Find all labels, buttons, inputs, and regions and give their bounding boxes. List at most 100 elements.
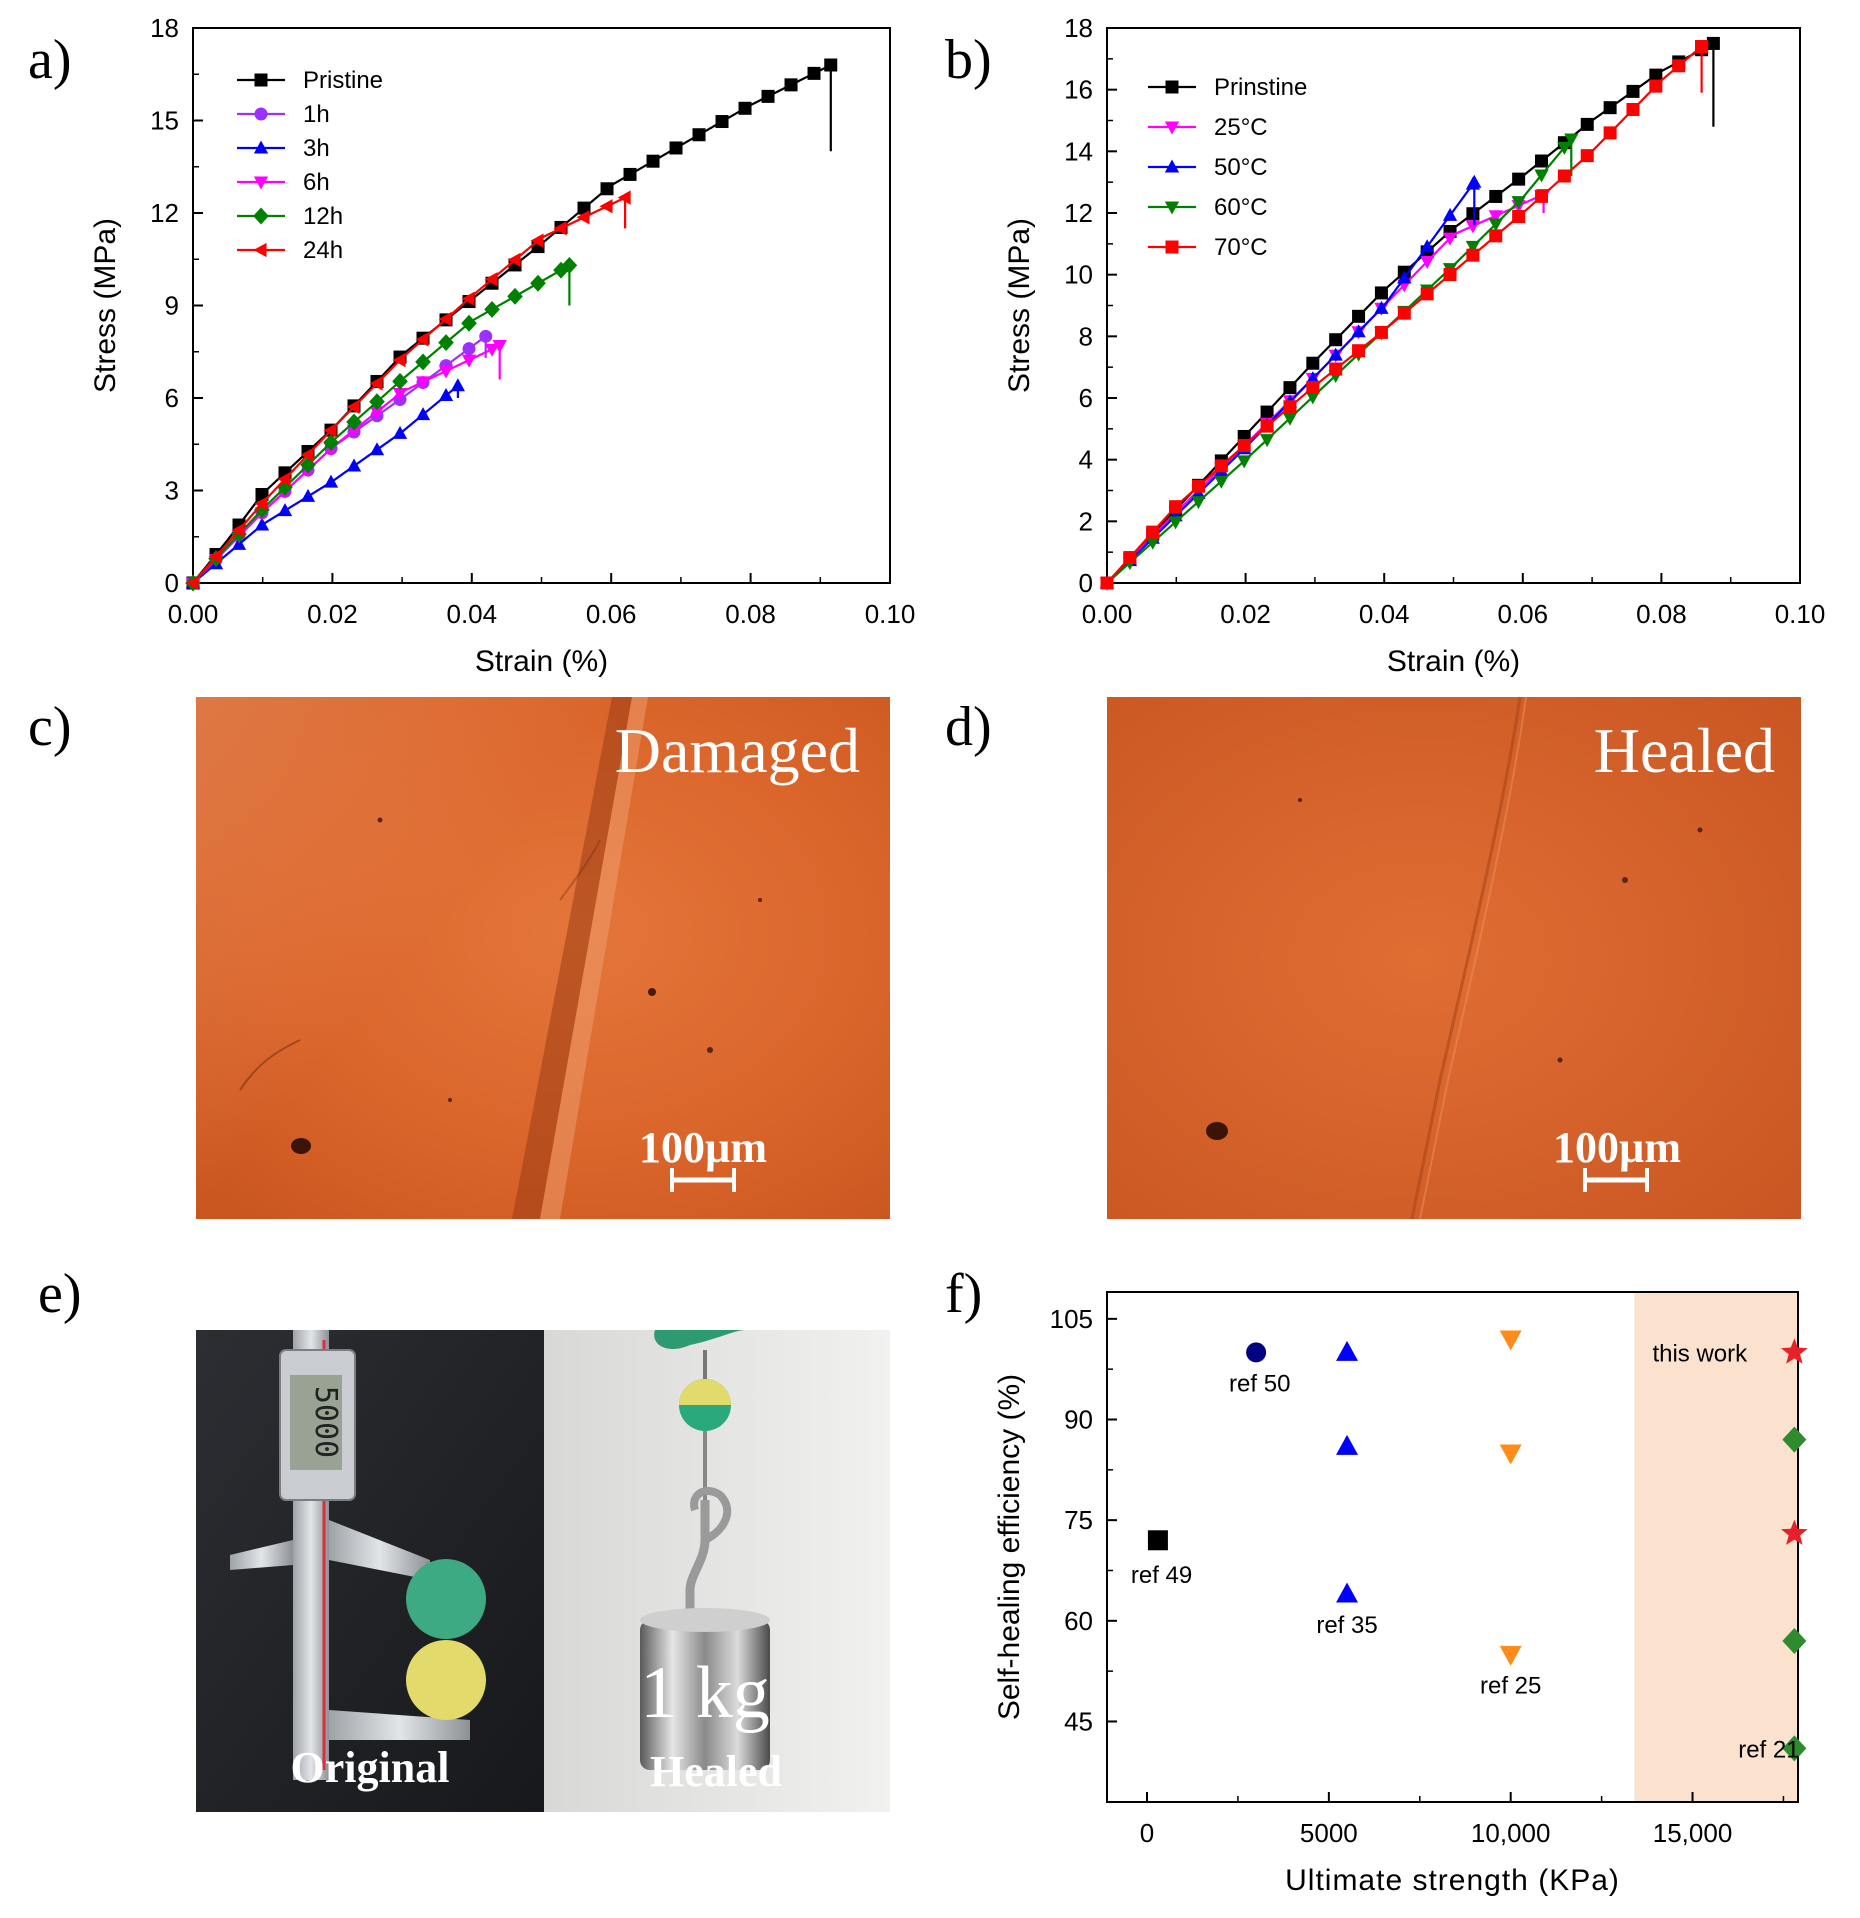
data-point bbox=[369, 442, 385, 456]
data-point bbox=[1420, 256, 1435, 270]
plot-frame bbox=[1106, 1291, 1799, 1803]
sample-disc-green bbox=[406, 1559, 486, 1639]
particle bbox=[377, 817, 383, 823]
x-tick-label: 0.02 bbox=[307, 599, 358, 629]
data-point bbox=[1283, 381, 1297, 395]
caliper-jaw-upper bbox=[329, 1520, 430, 1580]
x-tick-label: 10,000 bbox=[1471, 1818, 1551, 1848]
legend-marker bbox=[254, 73, 268, 87]
data-point bbox=[1352, 309, 1366, 323]
scale-bar-label: 100µm bbox=[1553, 1123, 1681, 1172]
data-point bbox=[1465, 240, 1481, 254]
sample-disc-yellow bbox=[406, 1640, 486, 1720]
data-point bbox=[479, 329, 493, 343]
healed-disc-upper-half bbox=[679, 1379, 731, 1405]
data-point bbox=[346, 413, 362, 431]
data-point bbox=[1214, 459, 1228, 473]
data-point bbox=[646, 154, 660, 168]
y-axis-label: Self-healing efficiency (%) bbox=[993, 1374, 1026, 1720]
weight-body bbox=[640, 1620, 770, 1770]
micrograph-healed: Healed 100µm bbox=[1107, 696, 1801, 1220]
panel-label-b: b) bbox=[945, 29, 992, 91]
data-point bbox=[1306, 356, 1320, 370]
scatter-point bbox=[1782, 1426, 1807, 1453]
data-point bbox=[553, 221, 567, 236]
data-point bbox=[438, 311, 452, 327]
data-point bbox=[1329, 362, 1343, 376]
healed-crack-line bbox=[1410, 696, 1522, 1220]
data-point bbox=[1580, 117, 1594, 131]
panel-label-d: d) bbox=[945, 696, 992, 758]
data-point bbox=[462, 342, 476, 356]
data-point bbox=[300, 447, 314, 462]
legend-marker bbox=[253, 176, 269, 190]
scatter-point bbox=[1781, 1519, 1808, 1545]
scatter-point bbox=[1336, 1340, 1359, 1361]
data-point bbox=[1649, 68, 1663, 82]
data-point bbox=[1557, 169, 1571, 183]
data-point bbox=[438, 388, 454, 402]
data-point bbox=[669, 141, 683, 155]
series-line bbox=[192, 63, 832, 584]
data-point bbox=[530, 233, 544, 248]
annotation-ref: ref 25 bbox=[1480, 1673, 1541, 1700]
y-tick-label: 16 bbox=[1064, 75, 1093, 105]
data-point bbox=[1512, 210, 1526, 224]
data-point bbox=[392, 352, 406, 368]
data-point bbox=[1328, 347, 1343, 361]
data-point bbox=[1260, 419, 1274, 433]
scale-bar bbox=[670, 1168, 736, 1192]
data-point bbox=[415, 407, 431, 421]
data-point bbox=[1191, 479, 1205, 493]
legend-label: 50°C bbox=[1214, 154, 1268, 181]
data-point bbox=[369, 393, 385, 411]
x-tick-label: 0.10 bbox=[865, 599, 916, 629]
annotation-ref: ref 49 bbox=[1131, 1562, 1192, 1589]
data-point bbox=[254, 517, 270, 531]
data-point bbox=[346, 424, 362, 438]
data-point bbox=[1465, 220, 1481, 234]
data-point bbox=[415, 376, 431, 390]
weight-label: 1 kg bbox=[640, 1652, 770, 1734]
y-axis-label: Stress (MPa) bbox=[1003, 218, 1036, 393]
x-tick-label: 0.06 bbox=[1497, 599, 1548, 629]
scatter-point bbox=[1782, 1735, 1807, 1762]
x-tick-label: 0.08 bbox=[725, 599, 776, 629]
data-point bbox=[576, 210, 590, 225]
legend-marker bbox=[253, 242, 267, 258]
scatter-point bbox=[1336, 1582, 1359, 1603]
scatter-point bbox=[1147, 1530, 1168, 1551]
photo-original-caption: Original bbox=[291, 1743, 450, 1792]
y-tick-label: 18 bbox=[1064, 13, 1093, 43]
data-point bbox=[1123, 551, 1137, 565]
data-point bbox=[1626, 84, 1640, 98]
caliper-jaw-left bbox=[230, 1540, 293, 1570]
data-point bbox=[1488, 210, 1503, 224]
data-point bbox=[1260, 405, 1274, 419]
data-point bbox=[323, 474, 339, 488]
legend-label: 6h bbox=[303, 169, 330, 196]
y-tick-label: 45 bbox=[1064, 1706, 1093, 1736]
legend-label: 25°C bbox=[1214, 114, 1268, 141]
data-point bbox=[484, 343, 500, 357]
series-24h bbox=[185, 190, 631, 591]
crack-detail bbox=[559, 839, 601, 901]
legend-label: 70°C bbox=[1214, 234, 1268, 261]
data-point bbox=[1443, 268, 1457, 282]
data-point bbox=[323, 434, 339, 451]
data-point bbox=[1535, 189, 1549, 203]
scatter-point bbox=[1336, 1434, 1359, 1455]
chart-b-stress-strain-temperature: 0.00 0.02 0.04 0.06 0.08 0.10 0 2 4 6 8 10 12 14 16 18 S… bbox=[1003, 13, 1825, 678]
x-tick-label: 0 bbox=[1140, 1818, 1154, 1848]
data-point bbox=[1557, 141, 1572, 155]
annotation-this-work: this work bbox=[1652, 1340, 1748, 1367]
data-point bbox=[461, 354, 477, 368]
data-point bbox=[346, 458, 362, 472]
data-point bbox=[1169, 500, 1183, 514]
data-point bbox=[507, 252, 521, 268]
data-point bbox=[277, 503, 293, 517]
data-point bbox=[1100, 576, 1114, 590]
particle bbox=[648, 988, 656, 996]
legend-label: 1h bbox=[303, 101, 330, 128]
data-point bbox=[600, 182, 614, 196]
